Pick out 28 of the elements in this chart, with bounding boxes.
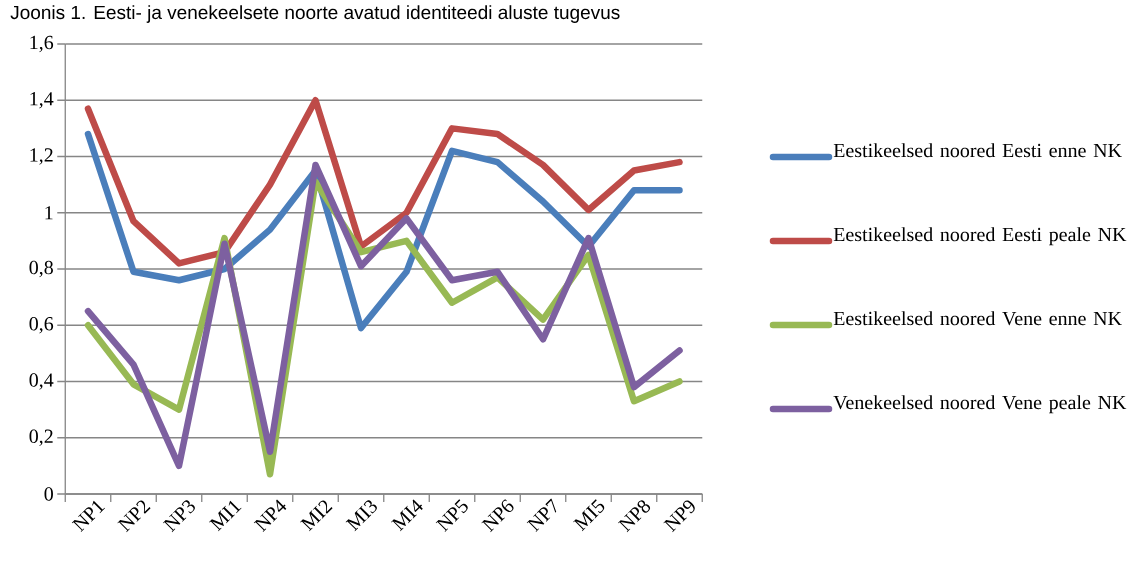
x-tick-label: NP9 — [663, 500, 695, 533]
x-tick-label: MI4 — [391, 499, 423, 532]
y-tick-label: 1 — [45, 206, 53, 220]
y-tick-label: 0,4 — [29, 373, 54, 390]
y-tick-label: 1,4 — [30, 92, 54, 109]
chart-title: Joonis 1. Eesti- ja venekeelsete noorte avatud identiteedi aluste tugevus — [10, 5, 620, 23]
y-tick-label: 0 — [44, 487, 53, 501]
y-tick-label: 0,2 — [29, 429, 53, 446]
x-tick-label: MI1 — [209, 500, 242, 532]
x-tick-label: NP6 — [481, 499, 514, 533]
x-tick-label: NP4 — [253, 499, 287, 533]
legend-label: Eestikeelsed noored Vene enne NK — [833, 311, 1122, 326]
y-tick-label: 1,6 — [30, 35, 54, 53]
y-tick-label: 0,6 — [29, 317, 54, 334]
legend-label: Venekeelsed noored Vene peale NK — [833, 395, 1127, 414]
legend-label: Eestikeelsed noored Eesti peale NK — [833, 227, 1127, 246]
x-tick-label: NP7 — [526, 498, 557, 533]
x-tick-label: MI3 — [345, 500, 377, 532]
x-tick-label: MI5 — [573, 499, 605, 532]
legend-label: Eestikeelsed noored Eesti enne NK — [833, 143, 1122, 158]
x-tick-label: MI2 — [300, 500, 333, 532]
y-tick-label: 0,8 — [29, 260, 53, 278]
x-tick-label: NP1 — [71, 500, 105, 533]
y-tick-label: 1,2 — [30, 148, 53, 165]
x-tick-label: NP2 — [117, 500, 151, 533]
x-tick-label: NP8 — [617, 500, 651, 533]
x-tick-label: NP5 — [435, 499, 468, 533]
x-tick-label: NP3 — [162, 500, 195, 533]
